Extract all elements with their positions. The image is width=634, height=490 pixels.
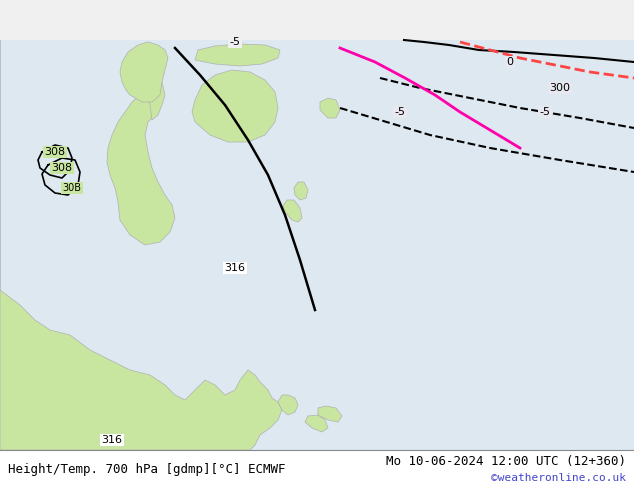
FancyBboxPatch shape [0, 450, 634, 490]
Text: -5: -5 [394, 107, 406, 117]
Text: Mo 10-06-2024 12:00 UTC (12+360): Mo 10-06-2024 12:00 UTC (12+360) [386, 456, 626, 468]
Polygon shape [107, 92, 175, 245]
Text: Height/Temp. 700 hPa [gdmp][°C] ECMWF: Height/Temp. 700 hPa [gdmp][°C] ECMWF [8, 464, 285, 476]
Polygon shape [294, 182, 308, 200]
Text: 316: 316 [101, 435, 122, 445]
Polygon shape [120, 42, 168, 102]
Text: ©weatheronline.co.uk: ©weatheronline.co.uk [491, 473, 626, 483]
Polygon shape [318, 406, 342, 422]
Polygon shape [0, 40, 282, 450]
Text: 308: 308 [51, 163, 72, 173]
Polygon shape [192, 70, 278, 142]
Text: 0: 0 [507, 57, 514, 67]
Polygon shape [320, 98, 340, 118]
Text: 316: 316 [224, 263, 245, 273]
Polygon shape [145, 65, 165, 120]
Text: 30Β: 30Β [63, 183, 82, 193]
Polygon shape [195, 44, 280, 66]
Text: -5: -5 [230, 37, 240, 47]
Text: -5: -5 [540, 107, 550, 117]
FancyBboxPatch shape [0, 40, 634, 450]
Polygon shape [283, 200, 302, 222]
Text: 308: 308 [44, 147, 65, 157]
Polygon shape [305, 415, 328, 432]
Polygon shape [278, 395, 298, 415]
Text: 300: 300 [550, 83, 571, 93]
